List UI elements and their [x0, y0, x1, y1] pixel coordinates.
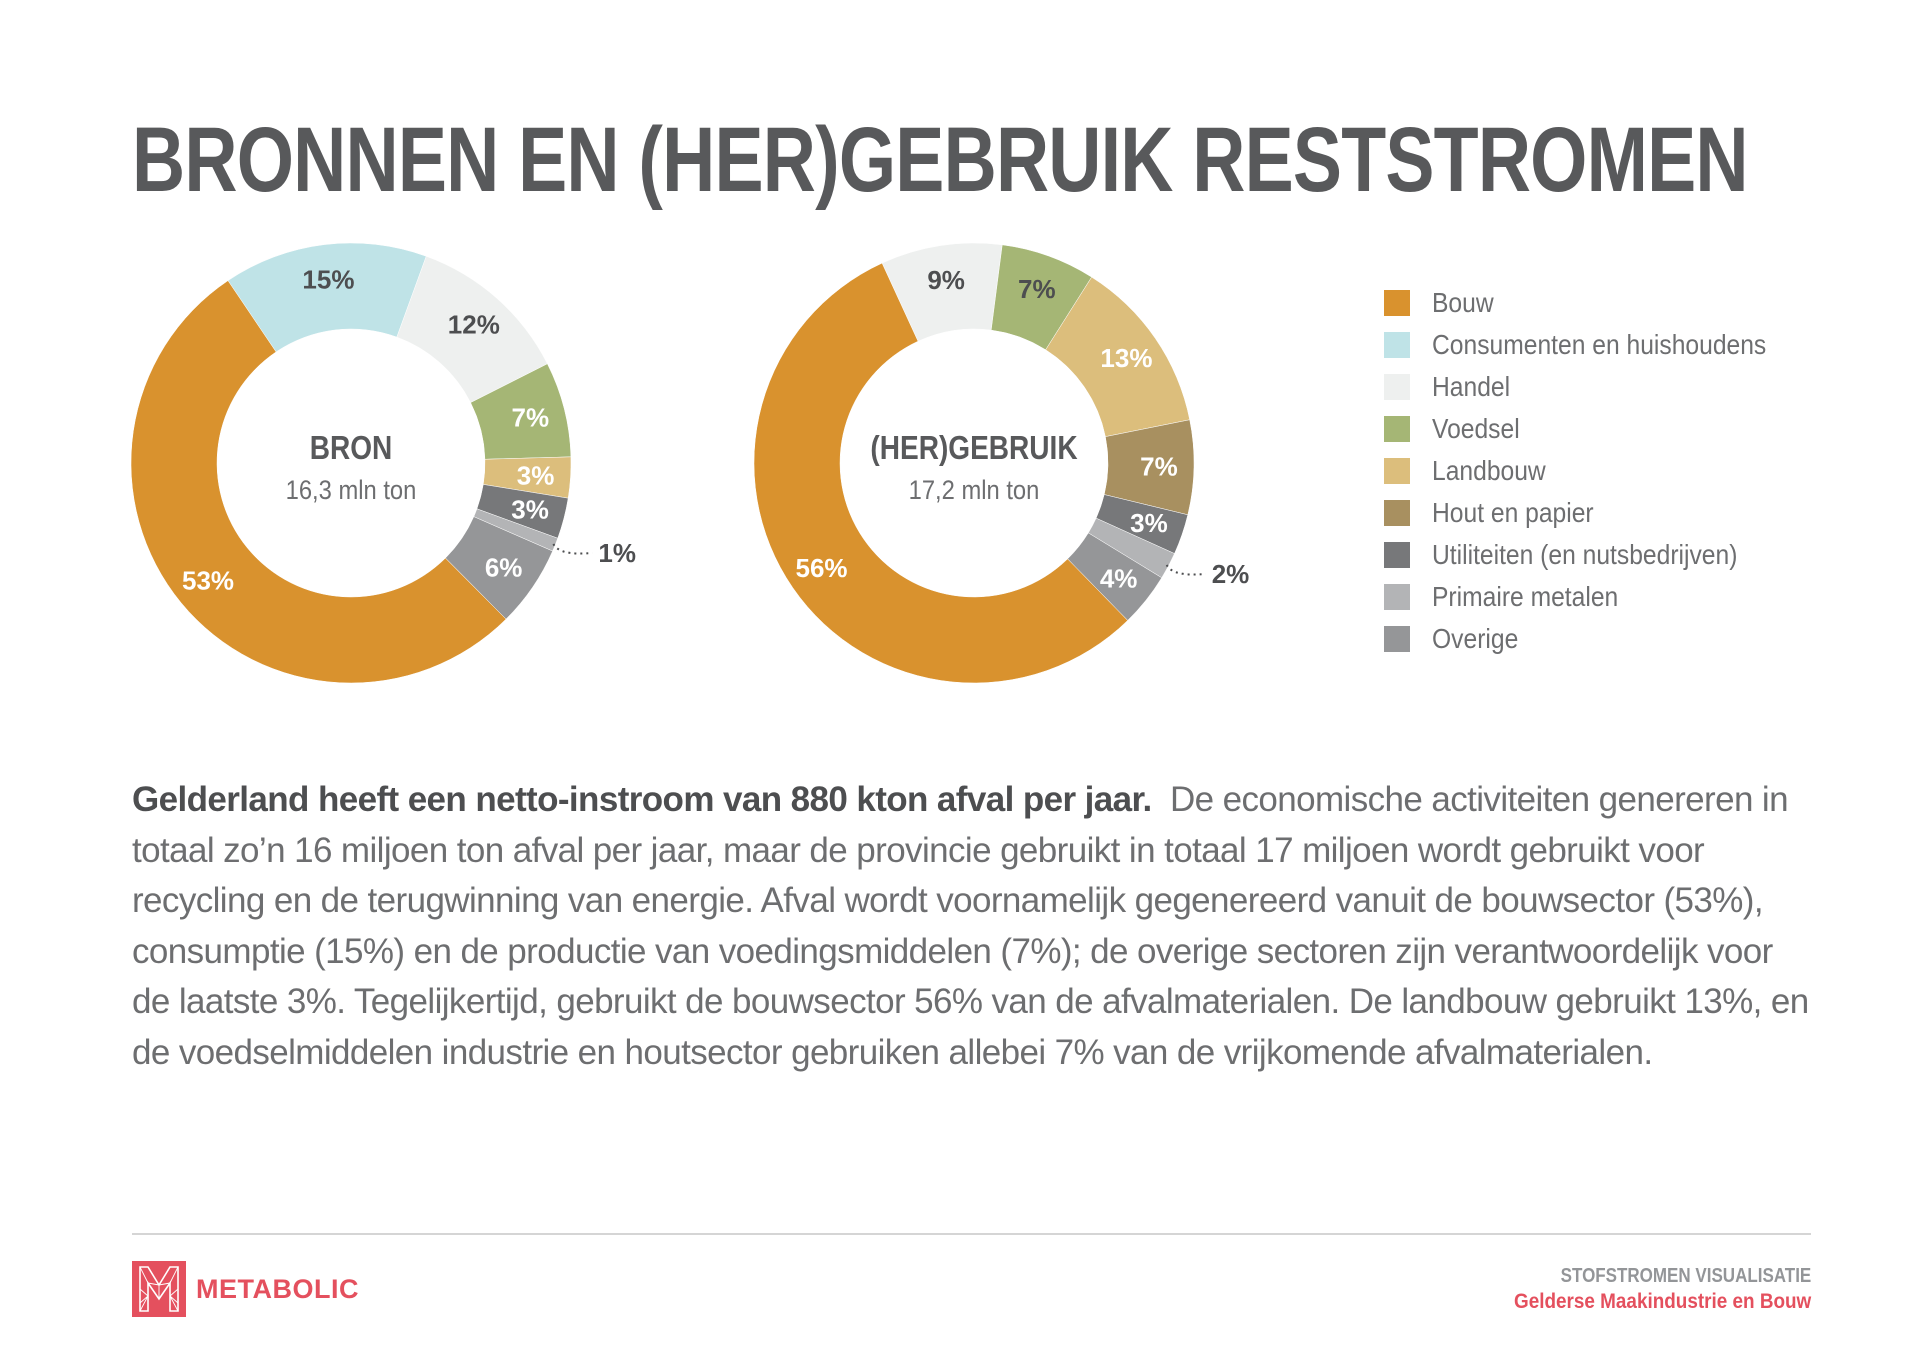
donut-center-title: (HER)GEBRUIK [870, 430, 1077, 467]
slice-label: 1% [598, 538, 636, 568]
slice-label: 6% [485, 553, 523, 583]
legend-swatch [1384, 458, 1410, 484]
slice-label: 7% [512, 403, 550, 433]
slice-label: 12% [448, 310, 500, 340]
legend-swatch [1384, 332, 1410, 358]
slice-label: 53% [182, 565, 234, 595]
legend-label: Handel [1432, 371, 1511, 402]
slice-label: 2% [1212, 559, 1250, 589]
leader-line [552, 543, 593, 555]
legend-swatch [1384, 626, 1410, 652]
legend-item: Consumenten en huishoudens [1384, 324, 1812, 366]
legend-label: Utiliteiten (en nutsbedrijven) [1432, 539, 1738, 570]
legend-item: Bouw [1384, 282, 1812, 324]
page-title: BRONNEN EN (HER)GEBRUIK RESTSTROMEN [132, 109, 1749, 211]
paragraph-text: De economische activiteiten genereren in… [132, 780, 1809, 1072]
footer-line-1: STOFSTROMEN VISUALISATIE [1560, 1265, 1811, 1287]
footer-line-2: Gelderse Maakindustrie en Bouw [1513, 1290, 1811, 1313]
donut-center-subtitle: 17,2 mln ton [909, 476, 1040, 506]
slice-label: 15% [302, 264, 354, 294]
legend-item: Landbouw [1384, 450, 1812, 492]
metabolic-logo: METABOLIC [132, 1261, 359, 1317]
slice-label: 3% [511, 495, 549, 525]
legend-label: Primaire metalen [1432, 581, 1619, 612]
legend-label: Bouw [1432, 287, 1494, 318]
legend-item: Primaire metalen [1384, 576, 1812, 618]
legend-swatch [1384, 290, 1410, 316]
paragraph-lead: Gelderland heeft een netto-instroom van … [132, 780, 1152, 819]
slice-label: 4% [1100, 563, 1138, 593]
legend-item: Voedsel [1384, 408, 1812, 450]
donut-center-subtitle: 16,3 mln ton [286, 476, 417, 506]
leader-line [1165, 564, 1206, 576]
legend-swatch [1384, 416, 1410, 442]
donut-slice [753, 262, 1129, 684]
slice-label: 7% [1018, 274, 1056, 304]
donut-center-title: BRON [310, 430, 393, 467]
legend-label: Voedsel [1432, 413, 1520, 444]
donut-slice [130, 280, 507, 684]
legend-label: Landbouw [1432, 455, 1546, 486]
legend-swatch [1384, 542, 1410, 568]
footer-caption: STOFSTROMEN VISUALISATIE Gelderse Maakin… [1481, 1265, 1811, 1314]
footer-divider [132, 1233, 1811, 1235]
legend-swatch [1384, 374, 1410, 400]
slice-label: 3% [1130, 508, 1168, 538]
legend-item: Handel [1384, 366, 1812, 408]
donut-charts: 15% 12% 7% 3% 3% 1% 6% 53% BRON 16,3 mln ton 9% 7% 1… [130, 242, 1250, 684]
legend: Bouw Consumenten en huishoudens Handel Voed… [1384, 282, 1812, 660]
legend-swatch [1384, 500, 1410, 526]
legend-item: Hout en papier [1384, 492, 1812, 534]
slice-label: 13% [1100, 343, 1152, 373]
legend-item: Overige [1384, 618, 1812, 660]
slice-label: 56% [796, 553, 848, 583]
logo-text: METABOLIC [196, 1273, 359, 1304]
legend-label: Hout en papier [1432, 497, 1594, 528]
legend-label: Consumenten en huishoudens [1432, 329, 1767, 360]
metabolic-m-icon [132, 1261, 186, 1317]
slice-label: 9% [927, 265, 965, 295]
legend-label: Overige [1432, 623, 1519, 654]
legend-item: Utiliteiten (en nutsbedrijven) [1384, 534, 1812, 576]
slice-label: 3% [517, 460, 555, 490]
slice-label: 7% [1140, 452, 1178, 482]
description-paragraph: Gelderland heeft een netto-instroom van … [132, 775, 1812, 1078]
legend-swatch [1384, 584, 1410, 610]
